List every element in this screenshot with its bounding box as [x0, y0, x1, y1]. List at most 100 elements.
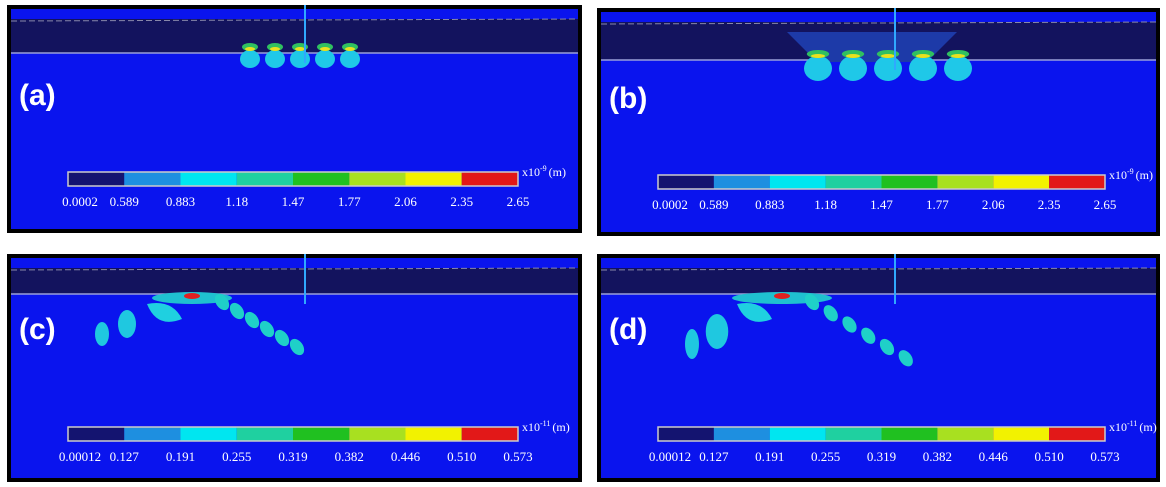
contour	[861, 327, 876, 344]
colorbar-tick-label: 2.65	[1094, 197, 1117, 212]
unit-base: x10	[1109, 420, 1127, 434]
colorbar-tick-label: 1.47	[282, 194, 305, 209]
colorbar-tick-label: 0.382	[335, 449, 364, 464]
colorbar-tick-label: 1.47	[870, 197, 893, 212]
colorbar-segment	[68, 427, 125, 441]
contour	[184, 293, 200, 299]
colorbar-tick-label: 0.255	[222, 449, 251, 464]
colorbar-unit: x10-9 (m)	[522, 164, 566, 179]
unit-exponent: -11	[1127, 419, 1137, 428]
contour	[229, 302, 245, 320]
top-layer	[601, 268, 1156, 294]
panel-label: (b)	[609, 82, 647, 115]
colorbar-segment	[769, 427, 826, 441]
colorbar-tick-label: 0.00012	[649, 449, 691, 464]
panel: (b) 0.0002 0.589 0.883 1.18 1.47 1.77 2.06 2.35 2…	[597, 8, 1160, 236]
contour	[804, 293, 820, 311]
contour	[811, 54, 825, 58]
unit-base: x10	[522, 165, 540, 179]
colorbar-segment	[461, 427, 518, 441]
unit-suffix: (m)	[552, 420, 569, 434]
contour	[909, 55, 937, 81]
colorbar-segment	[713, 175, 770, 189]
colorbar-tick-label: 0.127	[699, 449, 729, 464]
surface-top	[10, 267, 579, 271]
contour	[898, 350, 913, 367]
colorbar-frame	[657, 174, 1106, 190]
colorbar-tick-label: 2.35	[450, 194, 473, 209]
contour	[879, 338, 895, 356]
contour	[245, 47, 255, 51]
contour	[951, 54, 965, 58]
contour	[244, 311, 260, 329]
colorbar-segment	[658, 175, 714, 189]
colorbar-segment	[180, 172, 237, 186]
contour	[240, 50, 260, 68]
contour	[881, 54, 895, 58]
colorbar-tick-label: 2.06	[394, 194, 417, 209]
colorbar-segment	[68, 172, 125, 186]
panel: (c) 0.00012 0.127 0.191 0.255 0.319 0.382 0.446…	[7, 254, 582, 482]
colorbar-unit: x10-11 (m)	[1109, 419, 1157, 434]
colorbar-segment	[124, 427, 181, 441]
colorbar-tick-label: 0.0002	[62, 194, 98, 209]
unit-exponent: -9	[540, 164, 547, 173]
contour	[214, 293, 230, 311]
contour	[340, 50, 360, 68]
colorbar-segment	[405, 427, 462, 441]
panel-plot: (d) 0.00012 0.127 0.191 0.255 0.319 0.382 0.446…	[600, 254, 1157, 478]
colorbar-tick-label: 0.589	[110, 194, 139, 209]
colorbar-segment	[881, 427, 938, 441]
contour	[290, 50, 310, 68]
top-layer	[11, 268, 578, 294]
colorbar-frame	[67, 171, 519, 187]
colorbar-unit: x10-11 (m)	[522, 419, 570, 434]
panel-plot: (b) 0.0002 0.589 0.883 1.18 1.47 1.77 2.06 2.35 2…	[600, 8, 1157, 232]
colorbar-tick-label: 0.382	[923, 449, 952, 464]
unit-base: x10	[522, 420, 540, 434]
contour	[274, 329, 290, 347]
contour	[118, 310, 136, 338]
colorbar-tick-label: 0.191	[166, 449, 195, 464]
unit-suffix: (m)	[549, 165, 566, 179]
colorbar-tick-label: 0.510	[447, 449, 476, 464]
colorbar-tick-label: 0.255	[811, 449, 840, 464]
contour	[345, 47, 355, 51]
unit-suffix: (m)	[1136, 168, 1153, 182]
colorbar-tick-label: 0.883	[755, 197, 784, 212]
colorbar-tick-label: 1.77	[926, 197, 949, 212]
contour	[916, 54, 930, 58]
panel: (a) 0.0002 0.589 0.883 1.18 1.47 1.77 2.06 2.35 2…	[7, 5, 582, 233]
colorbar-segment	[1049, 175, 1105, 189]
colorbar-tick-label: 1.77	[338, 194, 361, 209]
colorbar-tick-label: 0.319	[867, 449, 896, 464]
contour	[259, 320, 275, 338]
colorbar-tick-label: 0.127	[110, 449, 140, 464]
colorbar-segment	[461, 172, 518, 186]
colorbar-segment	[658, 427, 714, 441]
contour	[289, 338, 305, 356]
colorbar-tick-label: 0.191	[755, 449, 784, 464]
colorbar-unit: x10-9 (m)	[1109, 167, 1153, 182]
contour	[705, 314, 729, 349]
colorbar-segment	[293, 172, 350, 186]
contour	[315, 50, 335, 68]
contour	[874, 55, 902, 81]
surface-top	[10, 18, 579, 22]
colorbar-segment	[713, 427, 770, 441]
colorbar-segment	[293, 427, 350, 441]
colorbar-segment	[825, 175, 882, 189]
colorbar-tick-label: 0.319	[278, 449, 307, 464]
contour	[95, 322, 109, 346]
colorbar-tick-label: 0.00012	[59, 449, 101, 464]
colorbar-segment	[236, 172, 293, 186]
colorbar-tick-label: 0.589	[699, 197, 728, 212]
surface-top	[600, 267, 1157, 271]
colorbar-segment	[825, 427, 882, 441]
contour	[265, 50, 285, 68]
colorbar-tick-label: 0.573	[1090, 449, 1119, 464]
colorbar-tick-label: 0.883	[166, 194, 195, 209]
colorbar-segment	[1049, 427, 1105, 441]
contour	[846, 54, 860, 58]
colorbar-segment	[769, 175, 826, 189]
